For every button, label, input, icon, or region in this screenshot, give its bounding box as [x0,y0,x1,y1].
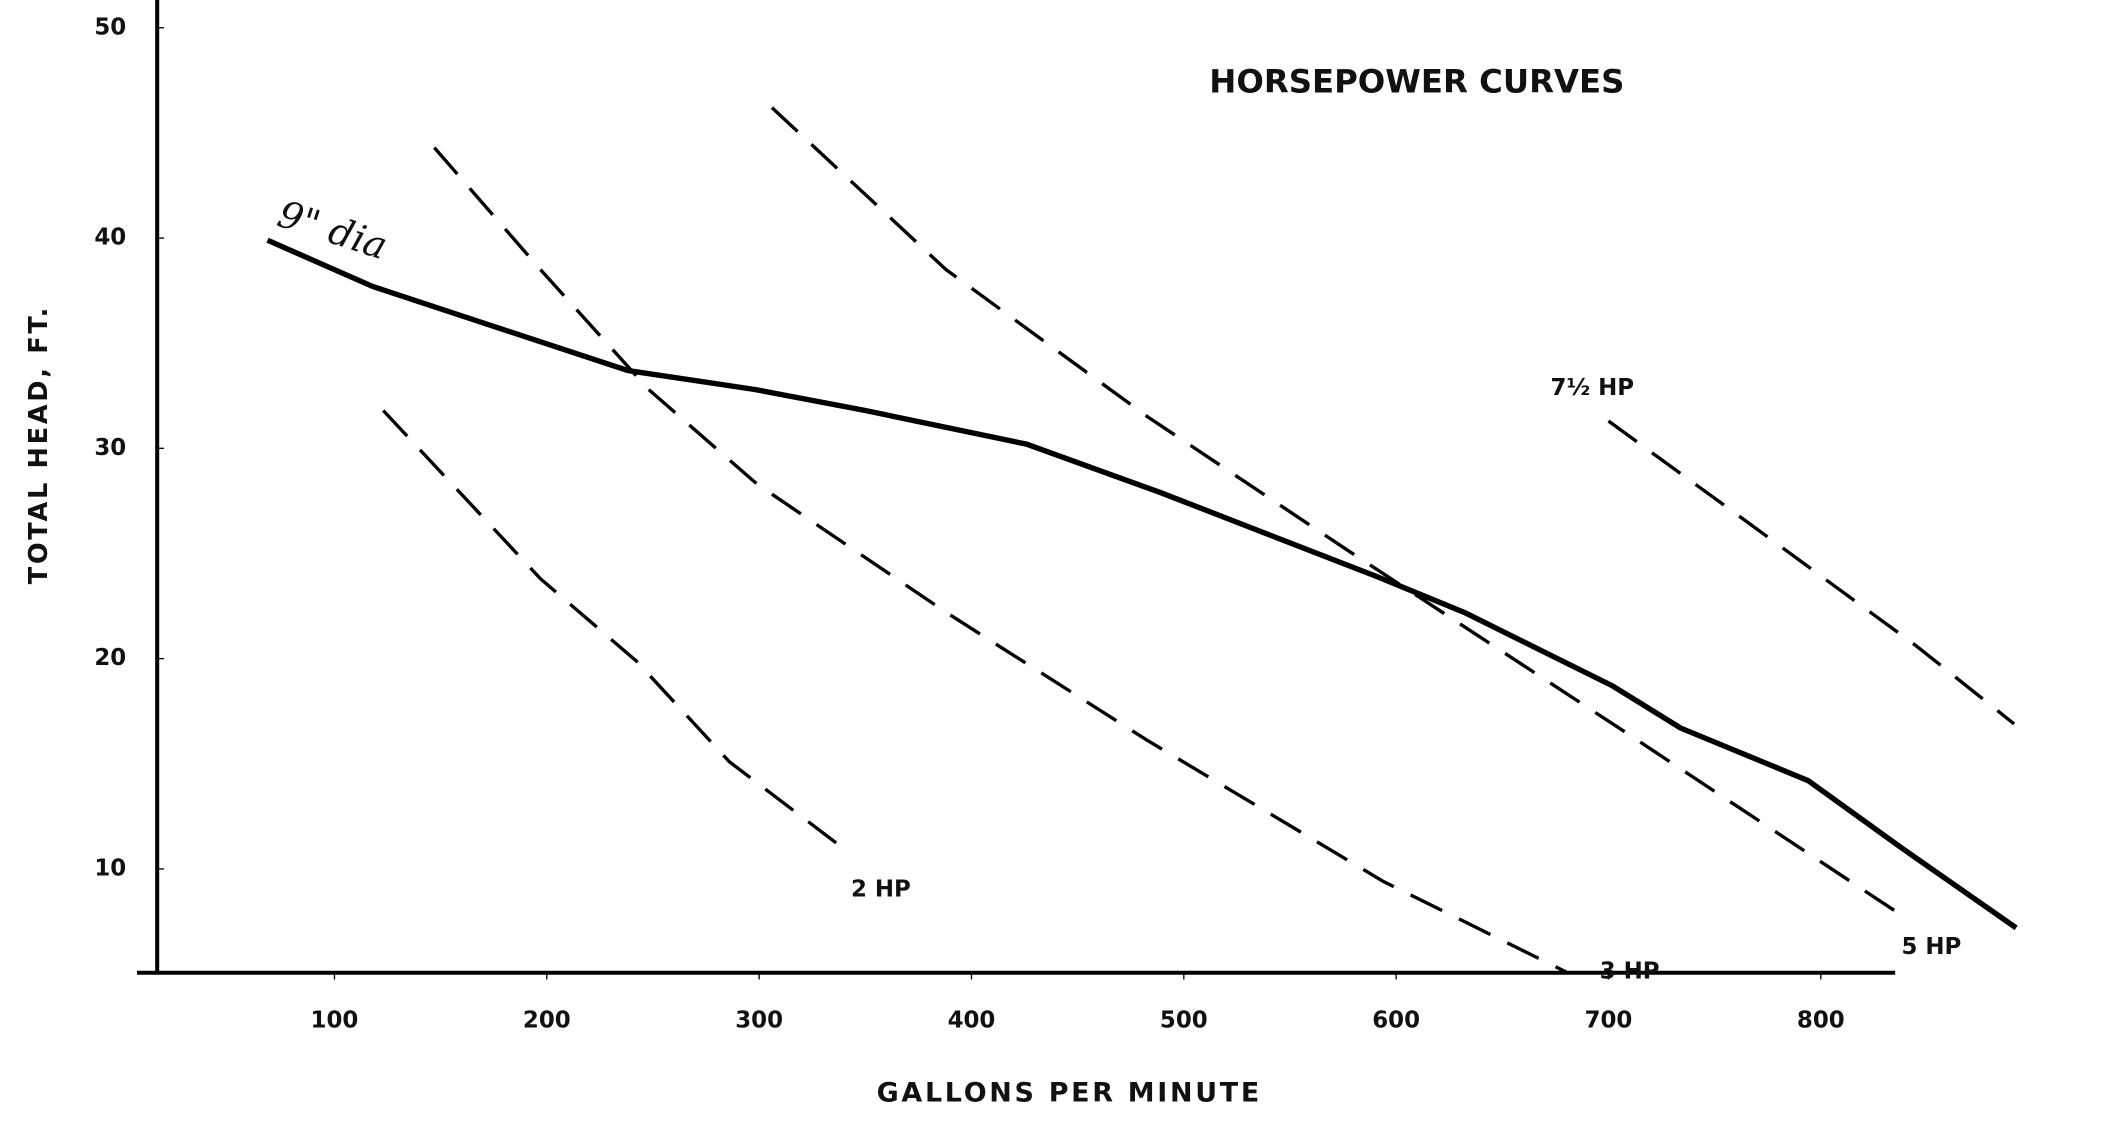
curve [266,237,2018,931]
x-tick-label: 500 [1160,1008,1208,1034]
x-tick-label: 700 [1585,1008,1633,1034]
curve-label: 2 HP [851,876,911,902]
curve [770,106,1903,917]
x-tick-label: 300 [735,1008,783,1034]
chart-title: HORSEPOWER CURVES [1209,63,1624,101]
curve [1607,419,2016,726]
x-tick-label: 200 [523,1008,571,1034]
x-tick-label: 600 [1372,1008,1420,1034]
curve-label: 7½ HP [1551,375,1635,401]
y-tick-label: 20 [94,645,126,671]
x-tick-label: 400 [948,1008,996,1034]
x-tick-label: 800 [1797,1008,1845,1034]
curve-label: 5 HP [1902,934,1962,960]
x-axis-label: GALLONS PER MINUTE [877,1077,1262,1108]
y-tick-label: 40 [94,225,126,251]
y-tick-label: 30 [94,435,126,461]
x-tick-label: 100 [311,1008,359,1034]
curve [433,146,1567,974]
curve [382,409,850,854]
y-axis-label: TOTAL HEAD, FT. [24,305,54,584]
curve-label: 3 HP [1600,958,1660,984]
y-tick-label: 50 [94,14,126,40]
y-tick-label: 10 [94,855,126,881]
